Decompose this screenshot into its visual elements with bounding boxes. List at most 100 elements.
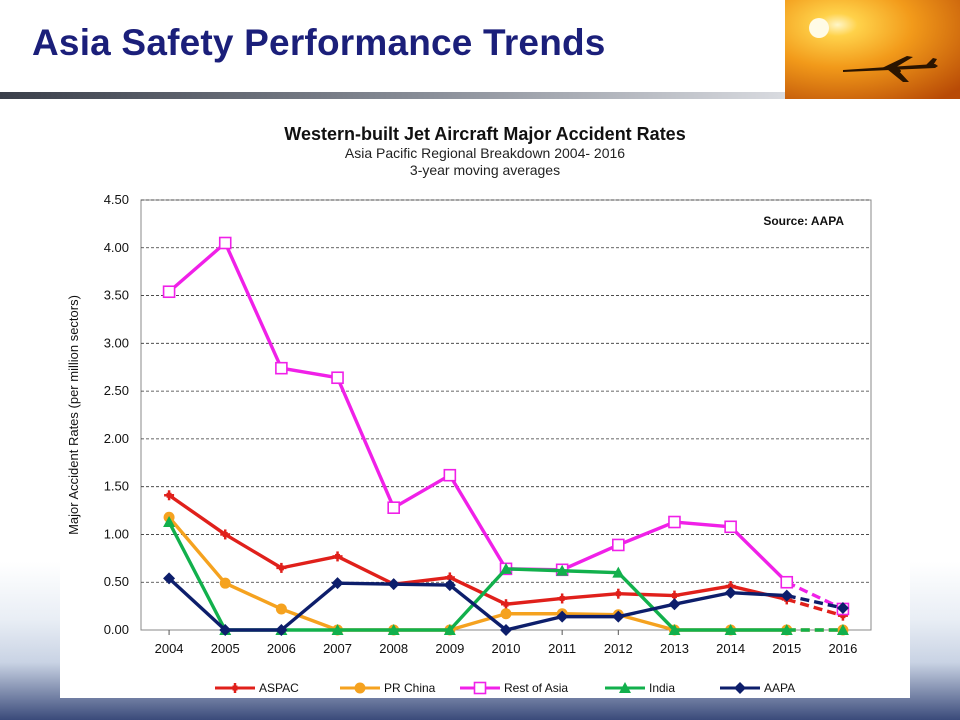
data-point (724, 520, 737, 534)
x-tick-label: 2012 (604, 641, 633, 656)
series-line (167, 241, 788, 584)
y-tick-label: 0.00 (104, 622, 129, 637)
data-point (734, 682, 746, 694)
data-point (724, 586, 737, 599)
data-point (500, 562, 512, 574)
data-point (780, 624, 793, 635)
data-point (162, 285, 176, 299)
x-tick-label: 2015 (772, 641, 801, 656)
y-tick-label: 0.50 (104, 574, 129, 589)
data-point (613, 588, 624, 599)
y-tick-label: 1.00 (104, 526, 129, 541)
data-series (162, 236, 850, 636)
data-point (780, 575, 794, 589)
data-point (164, 490, 175, 501)
x-tick-label: 2013 (660, 641, 689, 656)
data-point (354, 682, 366, 694)
x-tick-label: 2011 (548, 641, 576, 656)
data-point (443, 468, 457, 482)
accident-rate-line-chart: Western-built Jet Aircraft Major Acciden… (66, 124, 872, 695)
sunset-airplane-photo (785, 0, 960, 99)
data-point (332, 551, 343, 562)
y-axis-label: Major Accident Rates (per million sector… (66, 295, 81, 535)
series-line (168, 493, 788, 606)
data-point (612, 566, 625, 578)
data-point (557, 593, 568, 604)
chart-subtitle: Asia Pacific Regional Breakdown 2004- 20… (345, 145, 625, 161)
y-tick-label: 3.00 (104, 335, 129, 350)
x-tick-label: 2014 (716, 641, 745, 656)
data-point (724, 624, 737, 635)
data-point (443, 579, 456, 592)
x-tick-label: 2004 (155, 641, 184, 656)
data-point (473, 681, 487, 695)
gridlines (141, 199, 871, 583)
series-projection-line (786, 593, 844, 610)
data-point (500, 608, 512, 620)
series-aapa (163, 572, 849, 636)
x-tick-label: 2005 (211, 641, 240, 656)
y-axis-ticks: 0.00 0.50 1.00 1.50 2.00 2.50 3.00 3.50 4.00 4.50 (104, 192, 129, 637)
legend-item: Rest of Asia (460, 681, 568, 695)
data-point (780, 589, 793, 602)
series-projection-line (786, 580, 844, 611)
data-point (668, 515, 681, 529)
data-point (836, 602, 849, 615)
x-axis-ticks: 2004 2005 2006 2007 2008 2009 2010 2011 2012 2013… (155, 630, 857, 656)
chart-subtitle-moving-average: 3-year moving averages (410, 162, 560, 178)
data-point (331, 624, 344, 635)
data-point (220, 529, 231, 540)
sun-icon (809, 18, 829, 38)
data-point (275, 603, 287, 615)
data-point (668, 624, 681, 635)
airplane-icon (843, 56, 938, 82)
data-point (836, 624, 849, 635)
data-point (556, 564, 569, 576)
data-point (230, 683, 240, 693)
data-point (331, 577, 344, 590)
series-projection-line (786, 597, 844, 618)
data-point (500, 624, 512, 636)
data-point (387, 501, 400, 514)
data-point (612, 610, 625, 623)
data-point (668, 598, 681, 611)
data-point (556, 610, 569, 623)
y-tick-label: 1.50 (104, 479, 129, 494)
chart-title: Western-built Jet Aircraft Major Acciden… (284, 124, 685, 144)
data-point (163, 516, 176, 528)
y-tick-label: 2.00 (104, 431, 129, 446)
x-tick-label: 2009 (435, 641, 464, 656)
chart-panel: Western-built Jet Aircraft Major Acciden… (60, 100, 910, 698)
series-line (167, 577, 787, 632)
legend-item: PR China (340, 681, 436, 695)
x-tick-label: 2008 (379, 641, 408, 656)
legend-item: ASPAC (215, 681, 299, 695)
data-point (619, 682, 631, 693)
x-tick-label: 2006 (267, 641, 296, 656)
source-note: Source: AAPA (763, 214, 844, 228)
legend-item: India (605, 681, 675, 695)
y-tick-label: 4.00 (104, 240, 129, 255)
legend-label: AAPA (764, 681, 795, 695)
sunset-airplane-image (785, 0, 960, 99)
x-tick-label: 2010 (492, 641, 521, 656)
y-tick-label: 4.50 (104, 192, 129, 207)
data-point (163, 572, 176, 585)
y-tick-label: 3.50 (104, 288, 129, 303)
header-divider (0, 92, 785, 99)
data-point (443, 624, 456, 635)
legend-label: PR China (384, 681, 436, 695)
data-point (219, 577, 231, 589)
legend-label: ASPAC (259, 681, 299, 695)
chart-legend: ASPAC PR China Rest of Asia India AAPA (215, 681, 795, 695)
legend-label: India (649, 681, 675, 695)
slide-title: Asia Safety Performance Trends (32, 22, 606, 63)
x-tick-label: 2016 (828, 641, 857, 656)
data-point (612, 538, 625, 552)
x-tick-label: 2007 (323, 641, 352, 656)
legend-item: AAPA (720, 681, 795, 695)
data-point (275, 624, 288, 636)
data-point (387, 578, 400, 591)
data-point (219, 624, 232, 636)
data-point (276, 562, 287, 573)
